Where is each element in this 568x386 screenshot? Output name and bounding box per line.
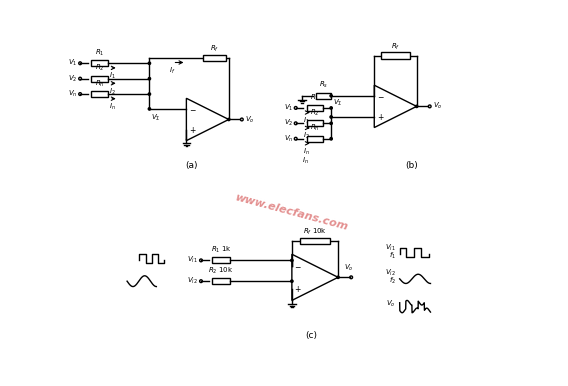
Text: $V_{i2}$: $V_{i2}$ — [187, 276, 198, 286]
Text: $I_2$: $I_2$ — [110, 86, 116, 96]
Text: $V_2$: $V_2$ — [284, 118, 294, 129]
Text: $R_2$: $R_2$ — [310, 108, 320, 118]
Circle shape — [291, 280, 293, 282]
Bar — [307, 135, 323, 142]
Circle shape — [330, 137, 332, 140]
Circle shape — [330, 107, 332, 109]
Text: $I_1$: $I_1$ — [110, 71, 116, 81]
Text: $+$: $+$ — [294, 284, 302, 294]
Text: $V_{\Sigma}$: $V_{\Sigma}$ — [333, 98, 343, 108]
Text: $R_1$ 1k: $R_1$ 1k — [211, 245, 232, 255]
Bar — [91, 91, 108, 97]
Text: www.elecfans.com: www.elecfans.com — [233, 192, 349, 232]
Text: $R_1$: $R_1$ — [310, 92, 320, 103]
Text: $I_n$: $I_n$ — [303, 146, 310, 157]
Text: $R_f$: $R_f$ — [210, 44, 219, 54]
Text: $I_n$: $I_n$ — [302, 156, 309, 166]
Bar — [316, 93, 331, 99]
Text: $+$: $+$ — [189, 125, 197, 135]
Circle shape — [330, 95, 332, 97]
Text: $V_2$: $V_2$ — [68, 74, 78, 84]
Text: $R_2$ 10k: $R_2$ 10k — [208, 266, 233, 276]
Text: $R_2$: $R_2$ — [95, 63, 104, 73]
Bar — [307, 120, 323, 126]
Circle shape — [291, 259, 293, 262]
Circle shape — [148, 93, 151, 95]
Text: (a): (a) — [186, 161, 198, 170]
Bar — [203, 55, 227, 61]
Circle shape — [330, 116, 332, 118]
Circle shape — [337, 276, 339, 278]
Text: $V_{i1}$: $V_{i1}$ — [385, 243, 396, 253]
Text: $V_{\Sigma}$: $V_{\Sigma}$ — [151, 113, 161, 123]
Circle shape — [415, 105, 418, 108]
Text: $R_f$: $R_f$ — [391, 42, 400, 52]
Text: $I_1$: $I_1$ — [303, 116, 310, 126]
Text: $I_2$: $I_2$ — [303, 131, 310, 141]
Circle shape — [148, 78, 151, 80]
Bar — [300, 238, 329, 244]
Text: $I_f$: $I_f$ — [169, 66, 175, 76]
Text: $R_f$ 10k: $R_f$ 10k — [303, 227, 327, 237]
Circle shape — [228, 119, 230, 120]
Text: $V_n$: $V_n$ — [284, 134, 294, 144]
Text: $-$: $-$ — [189, 104, 197, 113]
Text: $V_o$: $V_o$ — [344, 263, 354, 273]
Text: (c): (c) — [305, 330, 317, 340]
Circle shape — [148, 108, 151, 110]
Text: $V_1$: $V_1$ — [284, 103, 294, 113]
Text: $R_1$: $R_1$ — [95, 47, 104, 58]
Bar — [91, 60, 108, 66]
Bar — [212, 278, 230, 284]
Text: $V_o$: $V_o$ — [433, 101, 442, 112]
Bar — [307, 105, 323, 111]
Text: $V_1$: $V_1$ — [68, 58, 78, 68]
Text: $+$: $+$ — [377, 112, 384, 122]
Text: $V_{i2}$: $V_{i2}$ — [385, 267, 396, 278]
Text: $-$: $-$ — [377, 91, 384, 100]
Text: $R_s$: $R_s$ — [319, 80, 328, 90]
Text: $V_n$: $V_n$ — [68, 89, 78, 99]
Text: $f_1$: $f_1$ — [389, 251, 396, 261]
Circle shape — [148, 62, 151, 64]
Text: $R_n$: $R_n$ — [94, 78, 104, 89]
Text: $I_n$: $I_n$ — [110, 102, 116, 112]
Bar — [381, 52, 410, 59]
Text: $V_o$: $V_o$ — [245, 114, 254, 125]
Text: $R_n$: $R_n$ — [310, 123, 320, 133]
Text: $f_2$: $f_2$ — [389, 275, 396, 286]
Circle shape — [330, 122, 332, 124]
Text: $V_{i1}$: $V_{i1}$ — [187, 255, 198, 266]
Bar — [91, 76, 108, 82]
Text: $V_o$: $V_o$ — [386, 298, 396, 308]
Text: (b): (b) — [405, 161, 417, 170]
Text: $-$: $-$ — [294, 261, 302, 270]
Bar — [212, 257, 230, 264]
